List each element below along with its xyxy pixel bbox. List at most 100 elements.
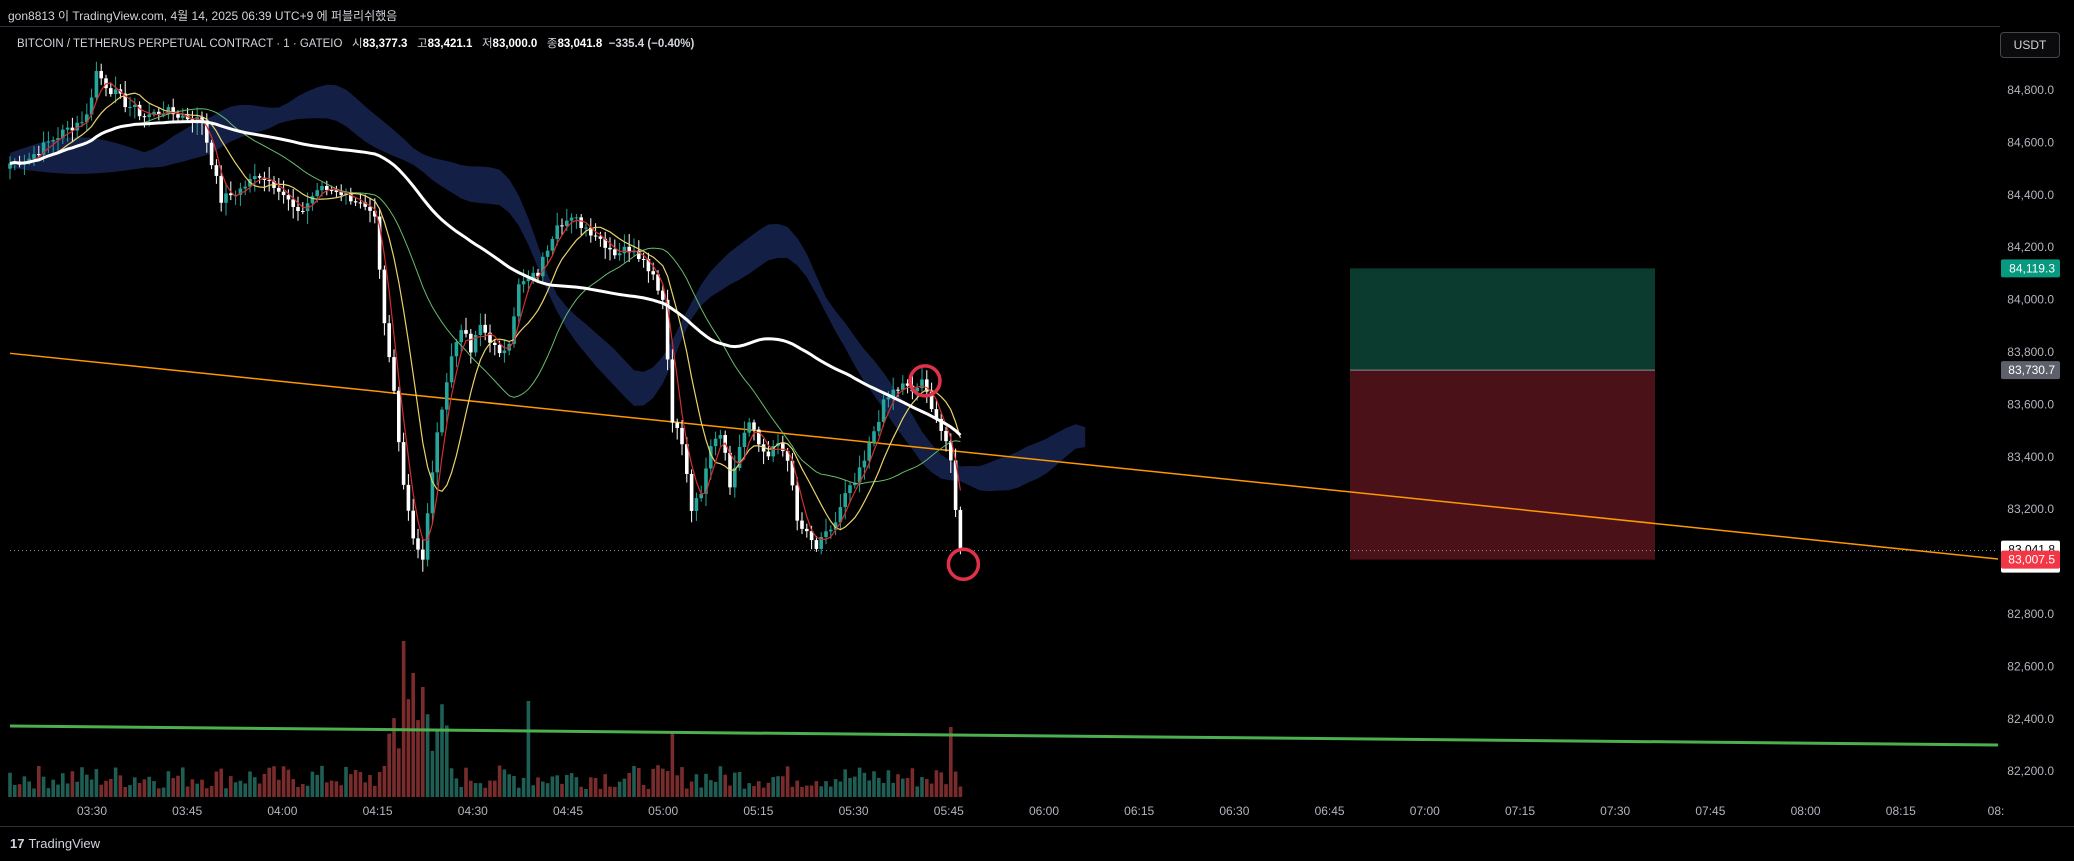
candle-body — [857, 467, 862, 483]
volume-bar — [603, 774, 607, 797]
ma-green-line — [9, 108, 961, 485]
y-axis-tick-label: 84,200.0 — [2007, 240, 2054, 254]
candle-body — [133, 104, 137, 107]
volume-bar — [598, 788, 603, 797]
volume-bar — [608, 786, 612, 797]
candle-body — [766, 451, 771, 457]
x-axis-tick-label: 06:45 — [1315, 804, 1345, 818]
volume-bar — [171, 778, 175, 797]
volume-bar — [521, 777, 526, 797]
candle-body — [512, 316, 516, 344]
volume-bar — [632, 765, 636, 797]
volume-bar — [680, 767, 684, 797]
candle-body — [934, 409, 939, 419]
candle-body — [353, 201, 358, 203]
x-axis-tick-label: 04:00 — [267, 804, 297, 818]
volume-bar — [200, 779, 204, 797]
volume-bar — [881, 782, 886, 797]
volume-bar — [13, 784, 17, 797]
volume-bar — [800, 787, 804, 797]
volume-bar — [176, 775, 180, 797]
candle-body — [805, 528, 809, 532]
volume-bar — [709, 780, 713, 797]
volume-bar — [185, 786, 190, 797]
candle-body — [886, 397, 891, 400]
currency-button[interactable]: USDT — [2000, 32, 2060, 58]
volume-bar — [37, 765, 41, 797]
candle-body — [229, 193, 233, 196]
volume-bar — [61, 773, 65, 797]
candle-body — [565, 220, 569, 227]
candle-body — [545, 250, 550, 257]
volume-bar — [905, 777, 910, 797]
volume-bar — [128, 785, 132, 797]
candle-body — [733, 467, 737, 488]
volume-bar — [75, 781, 79, 797]
volume-bar — [704, 773, 708, 797]
volume-bar — [152, 781, 156, 797]
volume-bar — [896, 774, 900, 797]
symbol-info-bar: BITCOIN / TETHERUS PERPETUAL CONTRACT · … — [17, 35, 694, 51]
volume-bar — [833, 779, 838, 797]
volume-bar — [838, 781, 843, 797]
x-axis-tick-label: 07:15 — [1505, 804, 1535, 818]
volume-bar — [99, 784, 103, 797]
volume-bar — [253, 777, 257, 797]
candle-body — [704, 468, 708, 494]
high-label: 고 — [417, 38, 428, 50]
volume-bar — [41, 776, 46, 797]
volume-bar — [296, 786, 300, 797]
volume-bar — [142, 779, 147, 797]
candle-body — [339, 192, 343, 195]
volume-bar — [545, 783, 550, 797]
volume-bar — [733, 772, 737, 797]
candle-body — [243, 186, 247, 189]
publish-byline: gon8813 이 TradingView.com, 4월 14, 2025 0… — [8, 9, 398, 23]
volume-bar — [723, 774, 727, 797]
volume-bar — [147, 776, 151, 797]
volume-bar — [747, 783, 751, 797]
candle-body — [281, 191, 286, 196]
volume-bar — [512, 776, 516, 797]
volume-bar — [661, 768, 665, 797]
volume-bar — [478, 783, 483, 797]
candle-body — [800, 520, 804, 529]
volume-bar — [363, 782, 367, 797]
x-axis-tick-label: 06:00 — [1029, 804, 1059, 818]
candle-body — [382, 269, 387, 324]
candle-body — [334, 190, 339, 193]
ma-red-line — [9, 82, 961, 541]
volume-bar — [411, 673, 415, 797]
candle-body — [752, 422, 756, 430]
candle-body — [205, 122, 209, 143]
candle-body — [493, 342, 497, 345]
volume-bar — [584, 788, 588, 797]
candle-body — [718, 435, 723, 439]
candle-body — [502, 350, 507, 354]
candle-body — [94, 71, 99, 98]
candle-body — [152, 111, 156, 115]
candle-body — [632, 250, 636, 253]
candle-body — [637, 250, 641, 259]
candle-body — [157, 111, 161, 115]
candle-body — [833, 522, 838, 530]
candle-body — [209, 142, 214, 166]
y-axis-tick-label: 83,800.0 — [2007, 345, 2054, 359]
candle-body — [195, 117, 199, 123]
candle-body — [661, 290, 665, 300]
volume-bar — [368, 774, 372, 797]
candle-body — [8, 163, 12, 169]
tradingview-logo[interactable]: 17 TradingView — [10, 836, 100, 851]
candle-body — [536, 272, 540, 277]
volume-bar — [257, 783, 262, 797]
volume-bar — [392, 718, 396, 797]
volume-bar — [939, 772, 943, 797]
x-axis-tick-label: 07:45 — [1695, 804, 1725, 818]
y-axis-tick-label: 82,400.0 — [2007, 712, 2054, 726]
y-axis-tick-label: 83,400.0 — [2007, 450, 2054, 464]
close-value: 83,041.8 — [557, 38, 603, 50]
candle-body — [598, 236, 603, 239]
candle-body — [925, 379, 929, 392]
candle-body — [411, 510, 415, 539]
